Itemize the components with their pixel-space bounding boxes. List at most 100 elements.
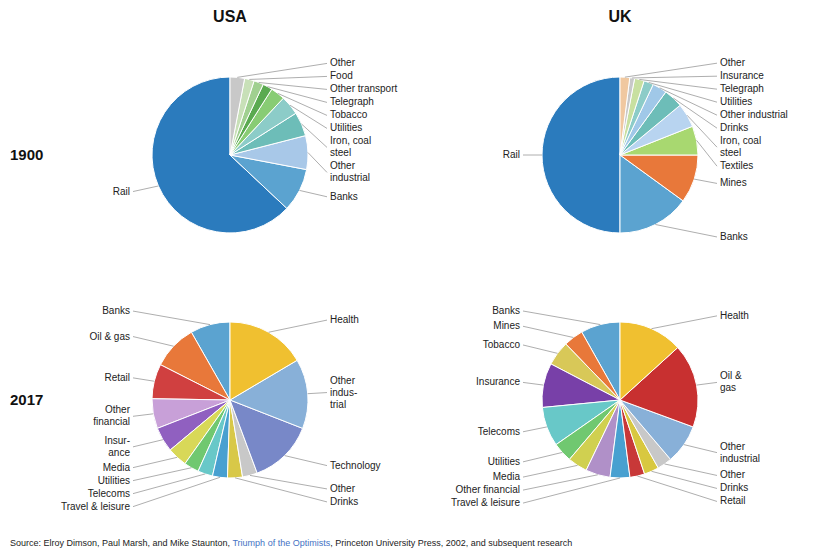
slice-label: Mines	[720, 177, 747, 188]
slice-label: Retail	[720, 495, 746, 506]
slice-label: Otherindus-trial	[330, 375, 357, 410]
slice-label: Other	[720, 57, 746, 68]
slice-label: Other	[330, 57, 356, 68]
slice-label: Rail	[113, 186, 130, 197]
leader-line	[249, 76, 327, 79]
slice-label: Retail	[104, 372, 130, 383]
leader-line	[133, 337, 174, 347]
slice-label: Oil & gas	[89, 331, 130, 342]
source-note: Source: Elroy Dimson, Paul Marsh, and Mi…	[10, 538, 572, 548]
slice-label: Other	[330, 483, 356, 494]
slice	[620, 77, 630, 155]
slice-label: Telegraph	[330, 96, 374, 107]
leader-line	[639, 79, 717, 89]
slice-label: Other	[720, 469, 746, 480]
source-part: Triumph of the Optimists	[232, 538, 330, 548]
leader-line	[625, 63, 717, 77]
leader-line	[523, 452, 562, 461]
slice-label: Banks	[330, 191, 358, 202]
slice-label: Other industrial	[720, 109, 788, 120]
slice-label: Media	[103, 462, 131, 473]
slice-label: Tobacco	[330, 109, 368, 120]
slice-label: Health	[330, 314, 359, 325]
leader-line	[523, 326, 573, 337]
slice-label: Textiles	[720, 160, 753, 171]
leader-line	[250, 475, 327, 489]
slice-label: Health	[720, 310, 749, 321]
slice-label: Telecoms	[88, 488, 130, 499]
pie: BanksMinesTobaccoInsuranceTelecomsUtilit…	[451, 305, 760, 508]
slice	[152, 365, 230, 400]
slice-label: Media	[493, 471, 521, 482]
source-part: Source: Elroy Dimson, Paul Marsh, and Mi…	[10, 538, 232, 548]
leader-line	[523, 311, 600, 325]
leader-line	[523, 465, 577, 477]
leader-line	[523, 427, 547, 432]
slice-label: Oil &gas	[720, 370, 742, 393]
leader-line	[259, 82, 327, 89]
leader-line	[637, 476, 717, 501]
leader-line	[652, 471, 717, 488]
leader-line	[665, 464, 717, 475]
leader-line	[133, 440, 163, 447]
slice-label: Travel & leisure	[451, 497, 521, 508]
leader-line	[697, 140, 717, 166]
slice-label: Otherindustrial	[330, 160, 370, 183]
leader-line	[133, 378, 154, 381]
slice-label: Banks	[720, 231, 748, 242]
slice-label: Food	[330, 70, 353, 81]
slice-label: Other transport	[330, 83, 397, 94]
slice-label: Insurance	[720, 70, 764, 81]
pie: RailOtherInsuranceTelegraphUtilitiesOthe…	[503, 57, 788, 242]
leader-line	[285, 456, 327, 466]
slice-label: Drinks	[330, 496, 358, 507]
leader-line	[302, 124, 327, 147]
slice-label: Iron, coalsteel	[330, 135, 371, 158]
slice-label: Otherfinancial	[93, 404, 130, 427]
leader-line	[632, 76, 717, 78]
slice-label: Otherindustrial	[720, 441, 760, 464]
leader-line	[133, 311, 210, 325]
leader-line	[269, 320, 327, 332]
row-label: 2017	[10, 391, 43, 408]
slice-label: Other financial	[456, 484, 520, 495]
column-title: USA	[213, 8, 247, 25]
leader-line	[133, 468, 191, 481]
leader-line	[268, 87, 327, 103]
slice-label: Tobacco	[483, 339, 521, 350]
source-part: , Princeton University Press, 2002, and …	[330, 538, 572, 548]
leader-line	[308, 153, 327, 173]
slice	[620, 322, 678, 400]
slice-label: Mines	[493, 320, 520, 331]
leader-line	[133, 414, 153, 416]
slice-label: Insur-ance	[104, 435, 130, 458]
leader-line	[523, 382, 543, 385]
slice-label: Telecoms	[478, 426, 520, 437]
slice-label: Utilities	[488, 456, 520, 467]
leader-line	[523, 155, 542, 156]
leader-line	[652, 316, 717, 329]
leader-line	[660, 88, 717, 115]
leader-line	[523, 475, 598, 490]
leader-line	[133, 477, 220, 506]
leader-line	[523, 345, 557, 353]
slice-label: Utilities	[330, 122, 362, 133]
slice	[230, 322, 297, 400]
slice-label: Banks	[102, 305, 130, 316]
pie: Rail Other Food Other transport Telegraph Tob…	[113, 57, 398, 233]
slice-label: Banks	[492, 305, 520, 316]
row-label: 1900	[10, 146, 43, 163]
slice-label: Rail	[503, 149, 520, 160]
slice	[620, 155, 698, 201]
leader-line	[133, 457, 177, 467]
slice-label: Drinks	[720, 482, 748, 493]
leader-line	[290, 105, 327, 128]
slice	[230, 77, 245, 155]
leader-line	[655, 225, 717, 237]
leader-line	[278, 93, 327, 115]
leader-line	[523, 478, 620, 503]
leader-line	[308, 393, 327, 394]
slice-label: Technology	[330, 460, 381, 471]
leader-line	[684, 445, 717, 453]
slice-label: Utilities	[98, 475, 130, 486]
